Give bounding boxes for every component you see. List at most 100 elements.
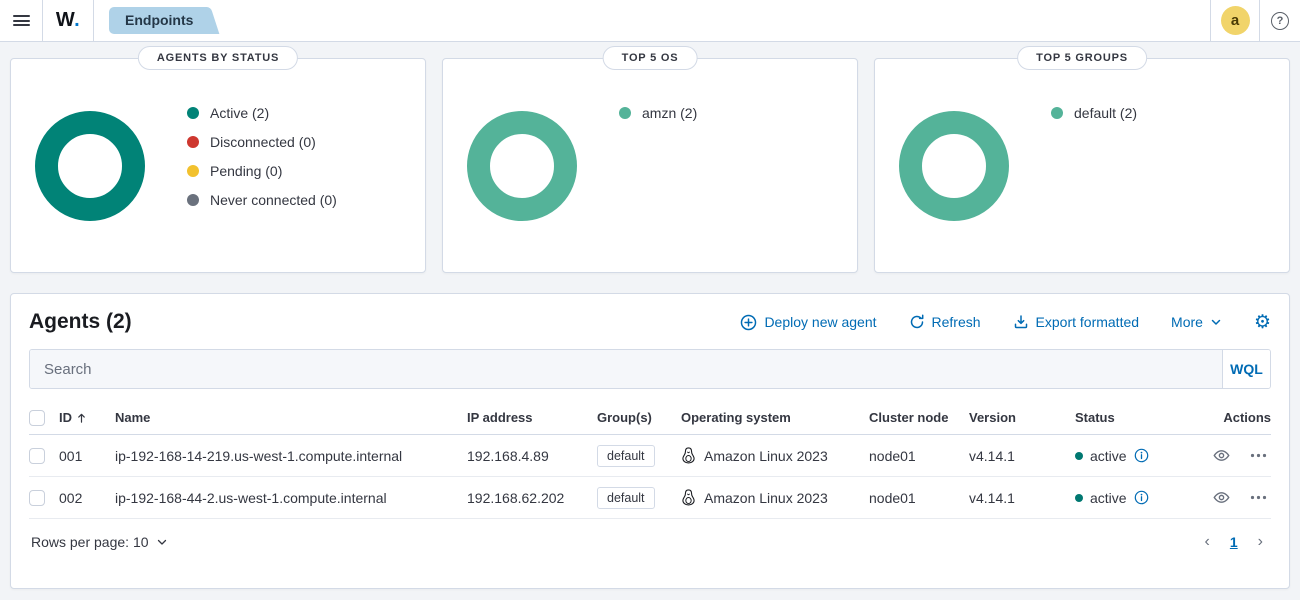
- sort-ascending-icon: [78, 413, 85, 423]
- column-header-groups[interactable]: Group(s): [597, 410, 681, 425]
- header-divider: [1259, 0, 1260, 42]
- legend-label: amzn (2): [642, 105, 698, 121]
- cell-actions: [1197, 489, 1271, 506]
- column-header-cluster-node[interactable]: Cluster node: [869, 410, 969, 425]
- user-avatar[interactable]: a: [1220, 6, 1250, 35]
- agents-by-status-donut-chart[interactable]: [35, 110, 145, 221]
- column-header-status[interactable]: Status: [1075, 410, 1197, 425]
- plus-circle-icon: [741, 314, 757, 330]
- legend-item-never-connected[interactable]: Never connected (0): [187, 192, 337, 208]
- legend-label: Disconnected (0): [210, 134, 316, 150]
- deploy-label: Deploy new agent: [764, 314, 877, 330]
- row-checkbox[interactable]: [29, 447, 45, 464]
- row-more-actions-button[interactable]: [1250, 453, 1267, 458]
- more-dropdown-button[interactable]: More: [1171, 314, 1222, 330]
- logo-dot: .: [74, 9, 81, 31]
- cell-version: v4.14.1: [969, 489, 1015, 506]
- column-label: ID: [59, 410, 72, 425]
- table-row[interactable]: 001 ip-192-168-14-219.us-west-1.compute.…: [29, 435, 1271, 477]
- legend-item-active[interactable]: Active (2): [187, 105, 337, 121]
- export-formatted-button[interactable]: Export formatted: [1013, 314, 1139, 330]
- table-header-row: ID Name IP address Group(s) Operating sy…: [29, 401, 1271, 435]
- next-page-button[interactable]: ›: [1257, 533, 1263, 550]
- legend-label: default (2): [1074, 105, 1138, 121]
- cell-os: Amazon Linux 2023: [681, 489, 869, 506]
- tab-endpoints[interactable]: Endpoints: [109, 7, 208, 34]
- table-row[interactable]: 002 ip-192-168-44-2.us-west-1.compute.in…: [29, 477, 1271, 519]
- column-label: Group(s): [597, 410, 652, 425]
- search-input[interactable]: [30, 350, 1222, 388]
- cell-actions: [1197, 447, 1271, 464]
- column-header-name[interactable]: Name: [115, 410, 467, 425]
- top-5-os-donut-chart[interactable]: [467, 110, 577, 221]
- wazuh-logo[interactable]: W.: [43, 9, 93, 32]
- card-top-5-os: TOP 5 OS amzn (2): [442, 46, 858, 273]
- row-more-actions-button[interactable]: [1250, 495, 1267, 500]
- legend-item-pending[interactable]: Pending (0): [187, 163, 337, 179]
- cell-ip: 192.168.62.202: [467, 489, 565, 506]
- column-header-ip[interactable]: IP address: [467, 410, 597, 425]
- card-title: TOP 5 GROUPS: [1017, 46, 1147, 70]
- view-agent-button[interactable]: [1213, 489, 1230, 506]
- cell-version: v4.14.1: [969, 447, 1015, 464]
- cell-name: ip-192-168-44-2.us-west-1.compute.intern…: [115, 489, 387, 506]
- column-header-version[interactable]: Version: [969, 410, 1075, 425]
- legend-item-amzn[interactable]: amzn (2): [619, 105, 697, 121]
- column-label: Actions: [1223, 410, 1271, 425]
- column-label: Operating system: [681, 410, 791, 425]
- column-header-id[interactable]: ID: [59, 410, 115, 425]
- group-badge[interactable]: default: [597, 444, 655, 467]
- rows-per-page-label: Rows per page: 10: [31, 534, 149, 550]
- eye-icon: [1213, 450, 1230, 461]
- cell-id: 001: [59, 447, 83, 464]
- legend-dot: [187, 165, 199, 177]
- deploy-new-agent-button[interactable]: Deploy new agent: [740, 314, 877, 331]
- refresh-button[interactable]: Refresh: [909, 314, 981, 330]
- top-5-groups-donut-chart[interactable]: [899, 110, 1009, 221]
- gear-icon: ⚙: [1253, 311, 1271, 333]
- view-agent-button[interactable]: [1213, 447, 1230, 464]
- help-icon: ?: [1271, 11, 1289, 30]
- row-checkbox[interactable]: [29, 489, 45, 506]
- select-all-checkbox[interactable]: [29, 409, 45, 426]
- wql-button[interactable]: WQL: [1222, 350, 1270, 388]
- previous-page-button[interactable]: ‹: [1204, 533, 1210, 550]
- header-divider: [42, 0, 43, 42]
- status-info-icon[interactable]: [1134, 448, 1149, 463]
- cell-ip: 192.168.4.89: [467, 447, 549, 464]
- refresh-icon: [910, 314, 923, 329]
- card-title: AGENTS BY STATUS: [137, 46, 299, 70]
- chart-legend: default (2): [1051, 105, 1137, 134]
- group-badge[interactable]: default: [597, 486, 655, 509]
- hamburger-menu-button[interactable]: [0, 0, 42, 42]
- chart-legend: amzn (2): [619, 105, 697, 134]
- legend-label: Pending (0): [210, 163, 283, 179]
- header-divider: [93, 0, 94, 42]
- legend-label: Never connected (0): [210, 192, 337, 208]
- logo-letter: W: [55, 9, 75, 31]
- legend-dot: [1051, 107, 1063, 119]
- cell-status: active: [1075, 490, 1197, 506]
- agents-table: ID Name IP address Group(s) Operating sy…: [29, 401, 1271, 519]
- column-header-os[interactable]: Operating system: [681, 410, 869, 425]
- hamburger-icon: [12, 13, 30, 29]
- legend-item-default[interactable]: default (2): [1051, 105, 1137, 121]
- legend-item-disconnected[interactable]: Disconnected (0): [187, 134, 337, 150]
- card-title: TOP 5 OS: [602, 46, 698, 70]
- help-button[interactable]: ?: [1260, 11, 1300, 30]
- legend-dot: [187, 136, 199, 148]
- table-settings-button[interactable]: ⚙: [1254, 313, 1271, 332]
- column-header-actions: Actions: [1197, 410, 1271, 425]
- linux-penguin-icon: [682, 447, 695, 464]
- status-dot: [1075, 493, 1083, 502]
- status-label: active: [1090, 489, 1127, 506]
- chart-legend: Active (2) Disconnected (0) Pending (0) …: [187, 105, 337, 221]
- cell-name: ip-192-168-14-219.us-west-1.compute.inte…: [115, 447, 403, 464]
- legend-label: Active (2): [210, 105, 270, 121]
- header-divider: [1210, 0, 1211, 42]
- top-navigation-bar: W. Endpoints a ?: [0, 0, 1300, 42]
- rows-per-page-selector[interactable]: Rows per page: 10: [31, 534, 168, 550]
- status-info-icon[interactable]: [1134, 490, 1149, 505]
- page-number-1[interactable]: 1: [1229, 534, 1238, 550]
